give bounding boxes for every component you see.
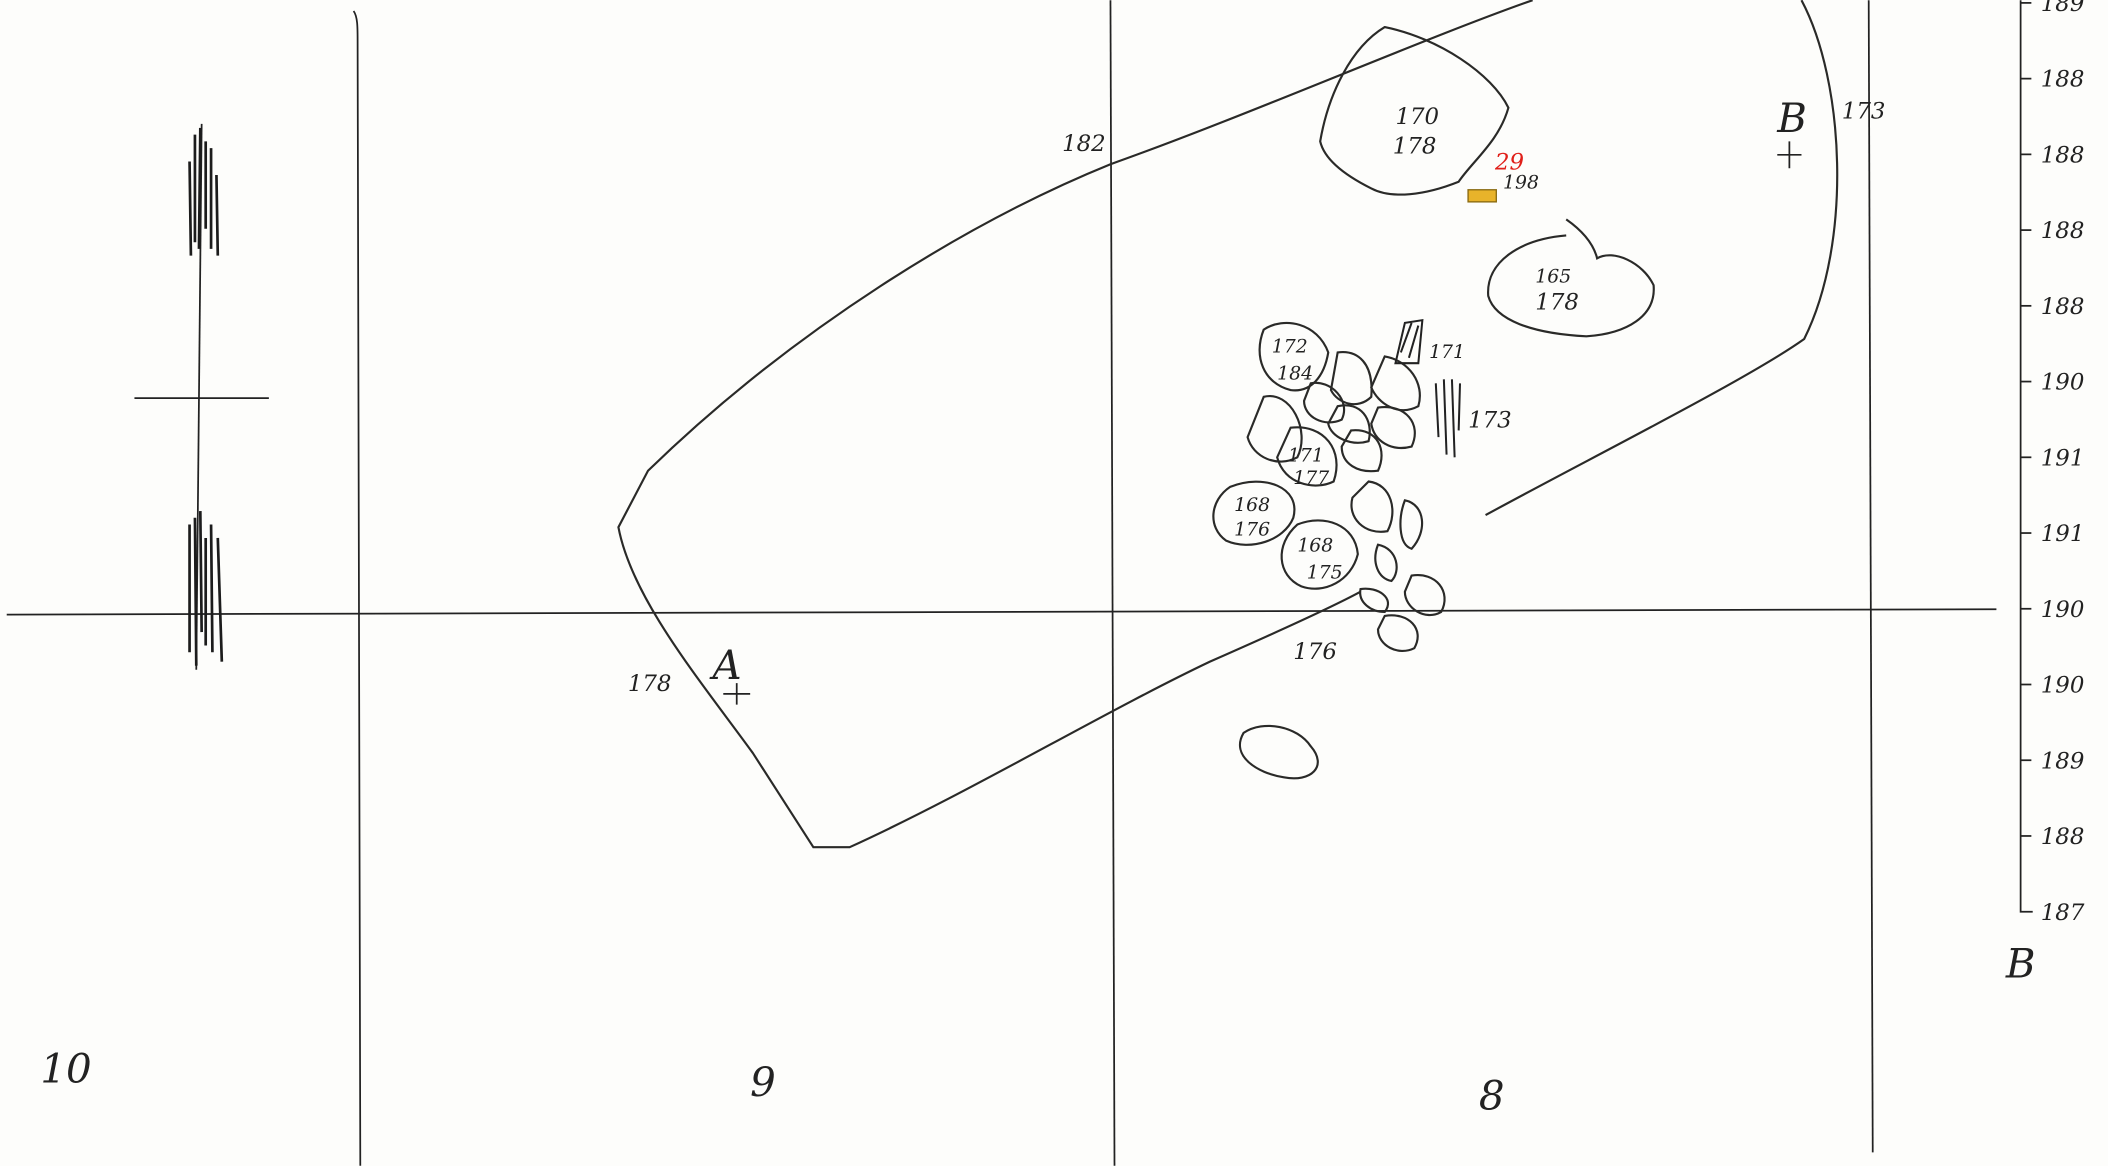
stone-label: 165 (1535, 267, 1571, 288)
scale-label: 188 (2041, 67, 2085, 93)
stone (1371, 356, 1420, 410)
elevation-scale: 189 188 188 188 188 190 191 191 190 190 189 188 187 (2021, 0, 2085, 926)
stone (1351, 481, 1392, 531)
stone-label: 177 (1293, 468, 1329, 489)
scale-label: 190 (2041, 597, 2085, 623)
stone-label: 170 (1395, 104, 1439, 130)
scale-label: 188 (2041, 142, 2085, 168)
feature-outline (1486, 0, 1838, 515)
scale-label: 191 (2041, 445, 2085, 471)
stone (1405, 575, 1445, 615)
elevation-label: 173 (1468, 408, 1512, 434)
stone-label: 171 (1288, 445, 1324, 466)
elevation-label: 173 (1842, 99, 1886, 125)
stone (1360, 589, 1388, 612)
datum-cross (723, 141, 1801, 704)
stone-label: 172 (1272, 336, 1308, 357)
section-label: B (2005, 941, 2036, 988)
scale-label: 190 (2041, 673, 2085, 699)
stone (1328, 405, 1370, 442)
scale-line (2021, 0, 2033, 911)
stone-label: 178 (1393, 133, 1437, 159)
stone-label: 168 (1297, 535, 1333, 556)
stone (1304, 383, 1344, 423)
elevation-label: 178 (628, 671, 672, 697)
grid-line (1110, 0, 1114, 1166)
stone (1400, 500, 1422, 548)
find-marker (1468, 190, 1496, 202)
scale-label: 190 (2041, 370, 2085, 396)
grid-square-label: 9 (750, 1059, 776, 1106)
hatching (190, 128, 222, 666)
stone-label: 168 (1234, 495, 1270, 516)
point-label: B (1776, 95, 1807, 142)
scale-label: 189 (2041, 0, 2085, 17)
grid-line (1869, 0, 1873, 1152)
stone-label: 176 (1234, 519, 1270, 540)
elevation-label: 176 (1293, 639, 1337, 665)
grid-line (7, 609, 1997, 614)
stone (1378, 615, 1418, 651)
elevation-label: 171 (1429, 342, 1465, 363)
scale-label: 188 (2041, 218, 2085, 244)
page: {"grid_labels": ["10", "9", "8"], "point… (0, 0, 2108, 1166)
bone-fragments (1395, 320, 1460, 457)
elevation-label: 182 (1062, 131, 1106, 157)
grid-square-label: 8 (1479, 1072, 1505, 1119)
stone (1240, 726, 1318, 778)
scale-label: 188 (2041, 294, 2085, 320)
plan-drawing: 189188188188188190191191190190189188187 … (0, 0, 2108, 1166)
scale-label: 191 (2041, 521, 2085, 547)
scale-label: 189 (2041, 748, 2085, 774)
stone-label: 175 (1307, 562, 1343, 583)
find-elevation: 198 (1503, 172, 1539, 193)
scale-label: 188 (2041, 824, 2085, 850)
grid-line (354, 11, 361, 1166)
stone-label: 178 (1535, 289, 1579, 315)
point-label: A (709, 642, 742, 689)
stone (1375, 545, 1396, 581)
grid-square-label: 10 (40, 1045, 91, 1092)
stone (1331, 352, 1372, 404)
stone-label: 184 (1277, 363, 1313, 384)
section-marks (134, 124, 268, 670)
scale-label: 187 (2041, 900, 2085, 926)
